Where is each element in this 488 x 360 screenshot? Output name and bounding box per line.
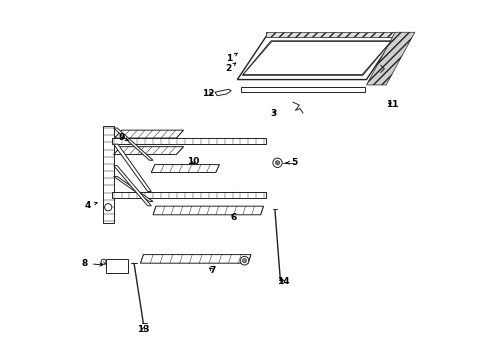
Polygon shape — [106, 259, 128, 273]
Polygon shape — [215, 89, 231, 96]
Circle shape — [104, 204, 112, 211]
Text: 3: 3 — [269, 109, 276, 118]
Polygon shape — [366, 32, 414, 85]
Text: 1: 1 — [225, 53, 237, 63]
Text: 14: 14 — [276, 276, 289, 285]
Polygon shape — [115, 130, 183, 138]
Polygon shape — [113, 144, 151, 192]
Circle shape — [272, 158, 282, 167]
Text: 10: 10 — [187, 157, 200, 166]
Polygon shape — [265, 32, 396, 37]
Text: 2: 2 — [225, 63, 235, 73]
Polygon shape — [112, 138, 265, 144]
Polygon shape — [151, 165, 219, 172]
Polygon shape — [242, 41, 391, 75]
Text: 5: 5 — [285, 158, 297, 167]
Text: 12: 12 — [202, 89, 214, 98]
Polygon shape — [113, 166, 151, 206]
Circle shape — [242, 258, 246, 263]
Polygon shape — [243, 41, 390, 75]
Text: 6: 6 — [230, 213, 236, 222]
Polygon shape — [241, 87, 364, 92]
Polygon shape — [112, 192, 265, 198]
Text: 7: 7 — [208, 266, 215, 275]
Text: 8: 8 — [81, 259, 102, 268]
Polygon shape — [140, 255, 250, 263]
Polygon shape — [237, 37, 394, 80]
Circle shape — [275, 161, 279, 165]
Polygon shape — [113, 147, 183, 154]
Polygon shape — [102, 126, 113, 223]
Text: 11: 11 — [385, 100, 398, 109]
Polygon shape — [153, 206, 263, 215]
Polygon shape — [113, 176, 153, 202]
Text: 4: 4 — [84, 201, 97, 210]
Text: 13: 13 — [137, 325, 149, 334]
Circle shape — [240, 256, 248, 265]
Text: 9: 9 — [119, 133, 128, 142]
Polygon shape — [113, 128, 153, 160]
